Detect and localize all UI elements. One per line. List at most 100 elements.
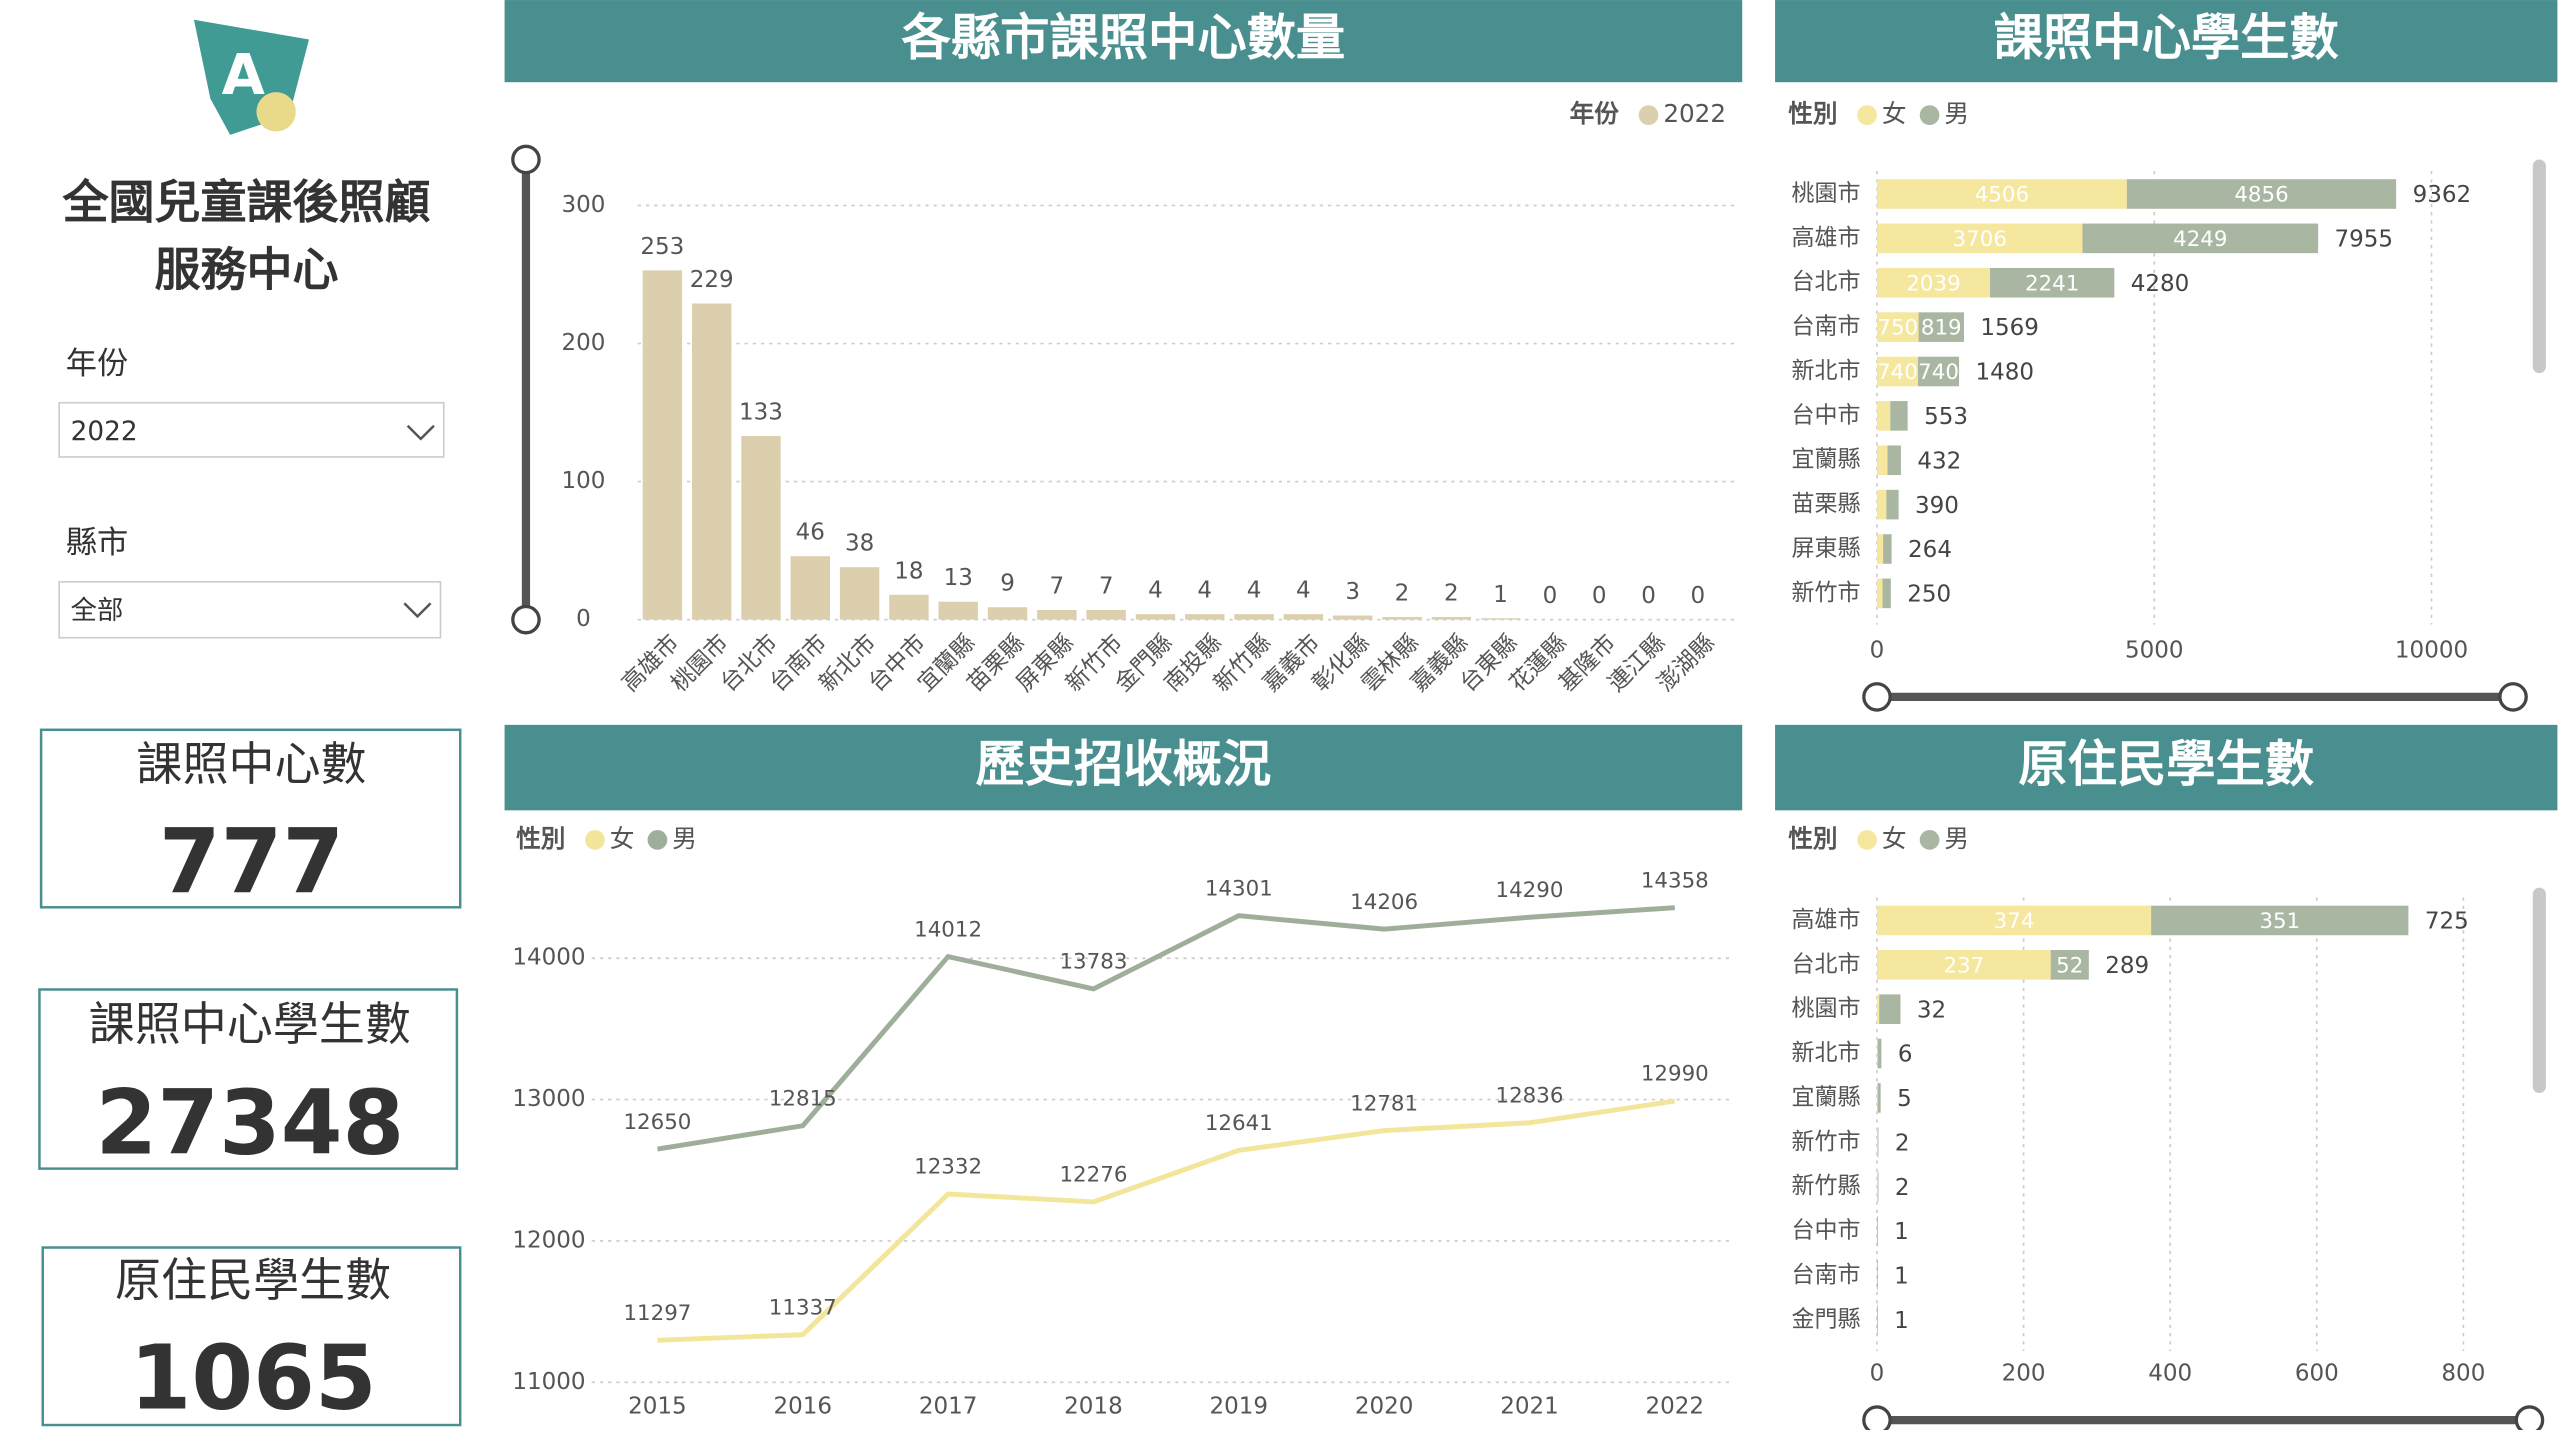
y-tick-label: 台北市 [1792,269,1861,295]
scrollbar[interactable] [2532,887,2546,1094]
data-label: 2241 [2025,271,2079,296]
data-label: 351 [2259,909,2300,934]
bar-segment [1876,1171,1878,1202]
bar-segment [1876,401,1891,431]
bar-segment [2151,905,2409,936]
kpi-card [41,1246,462,1427]
y-tick-label: 高雄市 [1792,907,1861,933]
bar [889,594,929,620]
bar [1037,610,1077,620]
data-label: 2 [1444,580,1459,606]
data-label: 7 [1099,573,1114,599]
x-tick-label: 2017 [919,1393,978,1419]
y-tick-label: 新竹市 [1792,580,1861,606]
data-label: 12836 [1496,1083,1564,1108]
bar [938,601,978,620]
total-label: 4280 [2131,271,2190,297]
y-tick-label: 新北市 [1792,358,1861,384]
svg-text:A: A [222,43,265,108]
data-label: 740 [1877,360,1918,385]
data-label: 14012 [914,917,982,942]
line [657,1098,1676,1343]
data-label: 0 [1543,583,1558,609]
x-tick-label: 10000 [2395,637,2468,663]
data-label: 12641 [1205,1111,1273,1136]
data-label: 229 [690,267,734,293]
legend-swatch [585,830,605,850]
slider[interactable] [1862,682,2528,712]
kpi-value: 777 [159,810,344,913]
legend-label: 男 [1944,824,1969,853]
total-label: 725 [2425,909,2469,935]
total-label: 2 [1895,1175,1910,1201]
data-label: 374 [1994,909,2035,934]
bar [1283,614,1324,620]
y-tick-label: 0 [576,606,591,632]
line [657,905,1675,1152]
legend-title: 性別 [1788,99,1837,128]
bar [1382,616,1422,620]
data-label: 0 [1592,583,1607,609]
bar-segment [1876,179,2127,209]
legend-label: 女 [610,824,635,853]
data-label: 12332 [914,1155,982,1180]
bar-segment [1877,1083,1881,1113]
kpi-label: 課照中心數 [136,737,366,791]
legend-title: 性別 [1788,824,1837,853]
y-tick-label: 11000 [512,1369,585,1395]
data-label: 1 [1493,582,1508,608]
legend-swatch [1857,830,1877,850]
data-label: 18 [894,558,923,584]
data-label: 4506 [1975,183,2029,208]
bar-segment [2082,223,2319,254]
x-tick-label: 800 [2441,1361,2485,1387]
bar-segment [1876,312,1919,342]
bar-segment [1877,1038,1882,1069]
bar-segment [1876,223,2083,254]
bar-segment [1887,445,1901,476]
slider[interactable] [511,144,541,635]
data-label: 4 [1197,578,1212,604]
panel-header [504,0,1743,83]
legend-swatch [1638,105,1659,125]
data-label: 13 [944,565,973,591]
slider[interactable] [1862,1405,2545,1430]
total-label: 5 [1897,1086,1912,1112]
y-tick-label: 新竹市 [1792,1129,1861,1155]
data-label: 0 [1641,583,1656,609]
bar-segment [1876,1127,1878,1158]
y-tick-label: 台北市 [1792,951,1861,977]
bar [1431,616,1472,620]
data-label: 4856 [2234,183,2288,208]
bar-segment [1876,534,1884,564]
legend-title: 年份 [1570,99,1620,128]
total-label: 7955 [2335,227,2394,253]
bar-segment [1876,994,1880,1024]
bar [790,556,831,620]
scrollbar[interactable] [2532,159,2546,374]
kpi-value: 1065 [130,1326,377,1429]
dropdown[interactable]: 全部 [58,581,442,639]
y-tick-label: 台南市 [1792,314,1861,340]
chart-title: 各縣市課照中心數量 [902,9,1346,67]
total-label: 9362 [2413,182,2472,208]
bar [1185,614,1225,620]
bar [1480,618,1521,620]
dropdown[interactable]: 2022 [58,401,445,458]
data-label: 0 [1691,583,1706,609]
y-tick-label: 桃園市 [1792,996,1861,1022]
data-label: 237 [1943,953,1984,978]
bar-segment [1876,905,2152,936]
bar-segment [1876,267,1991,298]
bar [691,303,732,620]
x-tick-label: 200 [2002,1361,2046,1387]
legend-title: 性別 [516,824,565,853]
bar [1135,614,1176,620]
bar [642,270,683,620]
legend-swatch [1857,105,1877,125]
x-tick-label: 0 [1870,1361,1885,1387]
bar [741,436,781,620]
chart-title: 原住民學生數 [2018,735,2314,793]
